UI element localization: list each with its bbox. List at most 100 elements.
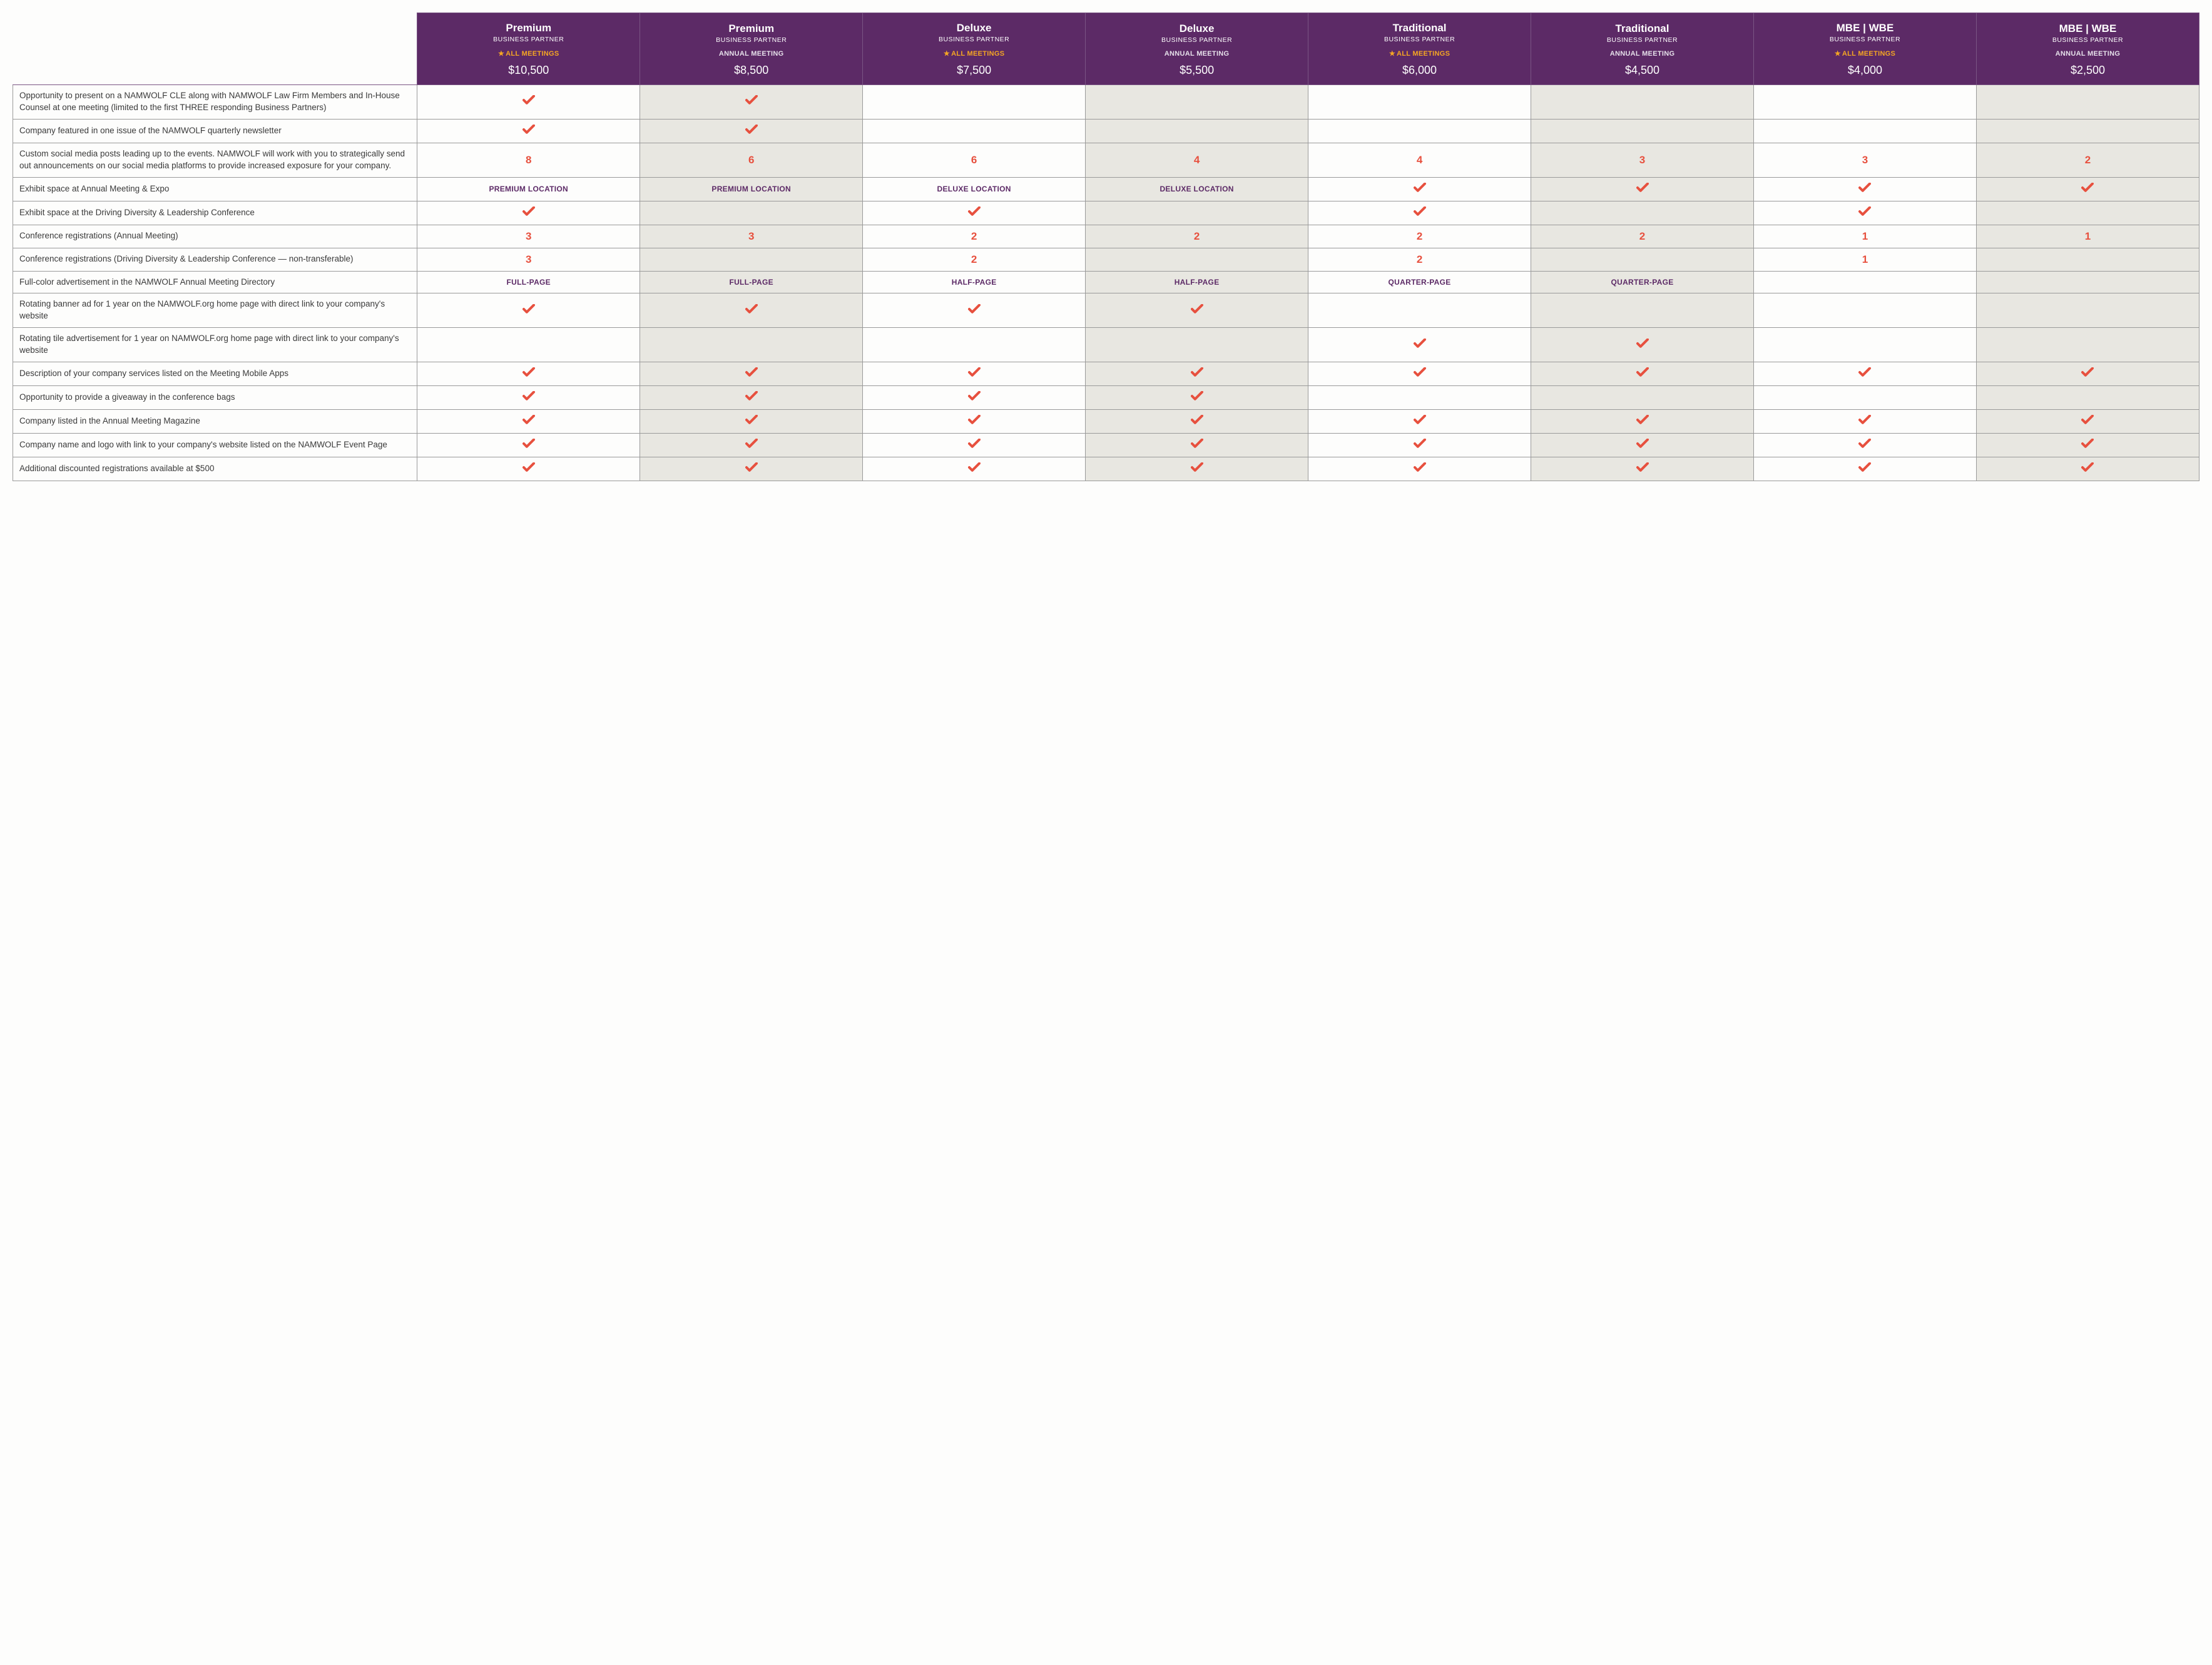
tier-badge-label: ANNUAL MEETING: [719, 50, 784, 58]
value-text: DELUXE LOCATION: [937, 185, 1011, 195]
tier-subtitle: BUSINESS PARTNER: [1091, 36, 1303, 44]
check-icon: [1414, 339, 1426, 352]
tier-badge-label: ALL MEETINGS: [1397, 50, 1450, 58]
table-row: Conference registrations (Driving Divers…: [13, 248, 2199, 271]
check-icon: [1414, 183, 1426, 196]
tier-badge: ANNUAL MEETING: [1091, 50, 1303, 58]
value-cell: [1753, 201, 1976, 225]
check-icon: [522, 95, 535, 108]
check-icon: [968, 462, 981, 476]
feature-label: Opportunity to provide a giveaway in the…: [13, 386, 417, 410]
check-icon: [522, 125, 535, 138]
check-icon: [1191, 367, 1203, 380]
value-cell: [1753, 328, 1976, 362]
value-cell: [1086, 293, 1308, 328]
value-cell: [1308, 177, 1531, 201]
tier-badge-label: ANNUAL MEETING: [2056, 50, 2121, 58]
value-cell: [640, 328, 863, 362]
value-cell: [1308, 386, 1531, 410]
value-cell: [1531, 457, 1754, 481]
tier-subtitle: BUSINESS PARTNER: [1313, 36, 1526, 43]
value-cell: [1531, 386, 1754, 410]
value-cell: 2: [863, 248, 1086, 271]
value-cell: [1753, 85, 1976, 120]
value-number: 2: [1194, 230, 1200, 242]
value-cell: [1531, 177, 1754, 201]
tier-name: Premium: [645, 23, 857, 35]
value-cell: [640, 410, 863, 434]
value-number: 2: [2085, 154, 2091, 166]
value-number: 1: [1862, 230, 1868, 242]
check-icon: [968, 391, 981, 404]
value-cell: 6: [863, 143, 1086, 177]
value-cell: [1086, 386, 1308, 410]
check-icon: [745, 125, 758, 138]
value-number: 2: [1639, 230, 1645, 242]
check-icon: [1636, 439, 1649, 452]
tier-header: TraditionalBUSINESS PARTNER★ALL MEETINGS…: [1308, 13, 1531, 85]
value-cell: [1753, 386, 1976, 410]
table-row: Company name and logo with link to your …: [13, 434, 2199, 457]
value-cell: [1976, 119, 2199, 143]
tier-price: $10,500: [422, 64, 635, 77]
value-cell: [1308, 119, 1531, 143]
value-cell: [1308, 201, 1531, 225]
value-cell: PREMIUM LOCATION: [640, 177, 863, 201]
value-number: 4: [1194, 154, 1200, 166]
value-number: 1: [2085, 230, 2091, 242]
value-cell: [863, 386, 1086, 410]
value-number: 2: [971, 253, 977, 265]
value-cell: 2: [1531, 225, 1754, 248]
value-cell: 3: [640, 225, 863, 248]
tier-price: $8,500: [645, 64, 857, 77]
value-cell: [1086, 85, 1308, 120]
value-cell: [1976, 328, 2199, 362]
check-icon: [1191, 391, 1203, 404]
check-icon: [745, 439, 758, 452]
feature-label: Rotating tile advertisement for 1 year o…: [13, 328, 417, 362]
value-cell: [1086, 434, 1308, 457]
value-cell: [1976, 201, 2199, 225]
check-icon: [1636, 462, 1649, 476]
value-cell: [1086, 410, 1308, 434]
tier-badge-label: ALL MEETINGS: [1842, 50, 1895, 58]
check-icon: [1636, 339, 1649, 352]
value-cell: [1976, 410, 2199, 434]
tier-badge-label: ANNUAL MEETING: [1165, 50, 1230, 58]
value-cell: [1308, 293, 1531, 328]
tier-header: PremiumBUSINESS PARTNERANNUAL MEETING$8,…: [640, 13, 863, 85]
check-icon: [1191, 462, 1203, 476]
check-icon: [1191, 439, 1203, 452]
feature-label: Conference registrations (Annual Meeting…: [13, 225, 417, 248]
value-cell: [863, 119, 1086, 143]
check-icon: [522, 391, 535, 404]
value-text: QUARTER-PAGE: [1611, 278, 1673, 288]
value-cell: [1531, 293, 1754, 328]
value-cell: 4: [1086, 143, 1308, 177]
table-row: Opportunity to present on a NAMWOLF CLE …: [13, 85, 2199, 120]
check-icon: [522, 462, 535, 476]
check-icon: [1636, 415, 1649, 428]
value-cell: [1976, 85, 2199, 120]
table-row: Description of your company services lis…: [13, 362, 2199, 386]
table-row: Exhibit space at the Driving Diversity &…: [13, 201, 2199, 225]
table-row: Full-color advertisement in the NAMWOLF …: [13, 271, 2199, 293]
check-icon: [522, 439, 535, 452]
check-icon: [745, 304, 758, 317]
value-cell: [1531, 119, 1754, 143]
table-row: Rotating banner ad for 1 year on the NAM…: [13, 293, 2199, 328]
value-cell: [1531, 85, 1754, 120]
check-icon: [2081, 367, 2094, 380]
check-icon: [1191, 304, 1203, 317]
value-cell: DELUXE LOCATION: [863, 177, 1086, 201]
value-cell: [1308, 457, 1531, 481]
table-row: Conference registrations (Annual Meeting…: [13, 225, 2199, 248]
tier-name: MBE | WBE: [1759, 22, 1971, 34]
value-cell: [863, 362, 1086, 386]
value-cell: [1308, 434, 1531, 457]
value-cell: [1976, 434, 2199, 457]
value-cell: [417, 362, 640, 386]
value-cell: [1308, 410, 1531, 434]
feature-label: Additional discounted registrations avai…: [13, 457, 417, 481]
check-icon: [2081, 415, 2094, 428]
